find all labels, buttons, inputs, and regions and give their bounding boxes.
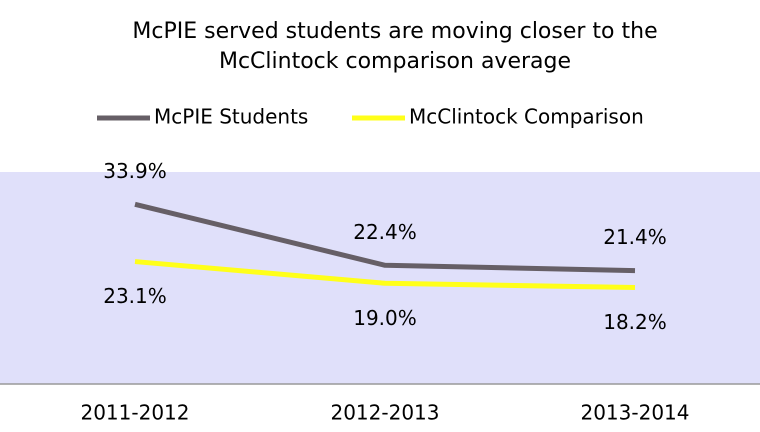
data-label: 19.0%: [353, 306, 417, 330]
x-tick-label: 2013-2014: [580, 401, 689, 425]
legend-label: McClintock Comparison: [409, 105, 644, 129]
x-tick-label: 2012-2013: [330, 401, 439, 425]
line: [134, 201, 636, 274]
data-label: 22.4%: [353, 220, 417, 244]
line: [134, 259, 636, 291]
chart-title: McPIE served students are moving closer …: [132, 19, 657, 44]
data-label: 18.2%: [603, 310, 667, 334]
plot-area: [0, 172, 760, 384]
chart-title: McClintock comparison average: [219, 49, 571, 74]
data-label: 23.1%: [103, 284, 167, 308]
data-label: 33.9%: [103, 159, 167, 183]
x-tick-label: 2011-2012: [80, 401, 189, 425]
data-label: 21.4%: [603, 225, 667, 249]
legend-label: McPIE Students: [154, 105, 308, 129]
